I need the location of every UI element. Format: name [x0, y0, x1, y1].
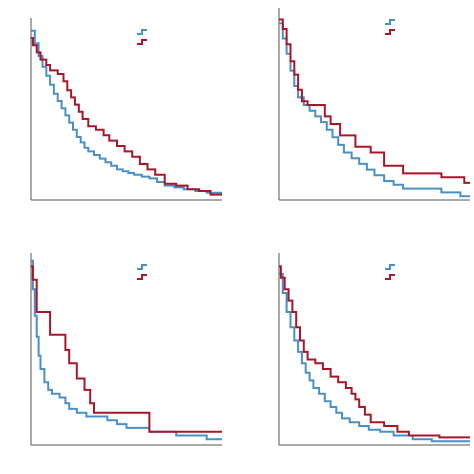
- legend-swatch-blue: [385, 264, 395, 270]
- survival-curve-red: [31, 37, 222, 196]
- legend-swatch-red: [385, 29, 395, 35]
- legend-swatch-red: [137, 274, 147, 280]
- legend-swatch-red: [137, 39, 147, 45]
- survival-curve-blue: [279, 22, 470, 198]
- legend-swatch-blue: [137, 264, 147, 270]
- survival-curve-red: [279, 265, 470, 439]
- panel-top-right: [278, 8, 470, 201]
- panel-bottom-left: [30, 253, 222, 446]
- survival-curve-red: [279, 18, 470, 184]
- legend-swatch-red: [385, 274, 395, 280]
- survival-curve-blue: [31, 29, 222, 194]
- panel-bottom-right: [278, 253, 470, 446]
- survival-curve-blue: [31, 259, 222, 441]
- legend-swatch-blue: [385, 19, 395, 25]
- survival-curve-blue: [279, 273, 470, 443]
- panel-top-left: [30, 18, 222, 201]
- legend-swatch-blue: [137, 29, 147, 35]
- survival-curve-red: [31, 265, 222, 433]
